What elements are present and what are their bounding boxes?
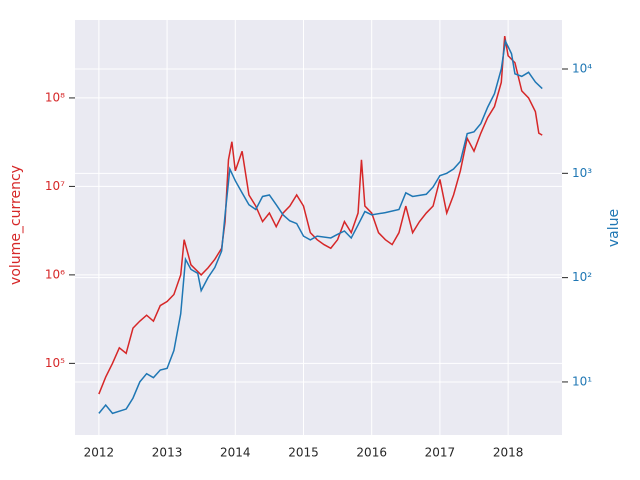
y-tick-label: 10⁶ bbox=[45, 267, 65, 281]
y2-tick-label: 10⁴ bbox=[572, 62, 592, 76]
y2-tick-label: 10³ bbox=[572, 166, 592, 180]
y-tick-label: 10⁸ bbox=[45, 90, 65, 104]
y-tick-label: 10⁵ bbox=[45, 356, 65, 370]
x-tick-label: 2016 bbox=[356, 446, 387, 460]
x-tick-label: 2013 bbox=[152, 446, 183, 460]
y-tick-label: 10⁷ bbox=[45, 179, 65, 193]
y2-tick-label: 10¹ bbox=[572, 374, 592, 388]
series-line bbox=[98, 38, 543, 415]
y-axis-label: volume_currency bbox=[8, 165, 24, 285]
y2-axis-label: value bbox=[606, 209, 622, 247]
x-tick-label: 2017 bbox=[425, 446, 456, 460]
plot-area bbox=[75, 20, 562, 435]
x-tick-label: 2018 bbox=[493, 446, 524, 460]
series-line bbox=[98, 35, 543, 395]
x-tick-label: 2012 bbox=[84, 446, 115, 460]
x-tick-label: 2014 bbox=[220, 446, 251, 460]
x-tick-label: 2015 bbox=[288, 446, 319, 460]
y2-tick-label: 10² bbox=[572, 270, 592, 284]
